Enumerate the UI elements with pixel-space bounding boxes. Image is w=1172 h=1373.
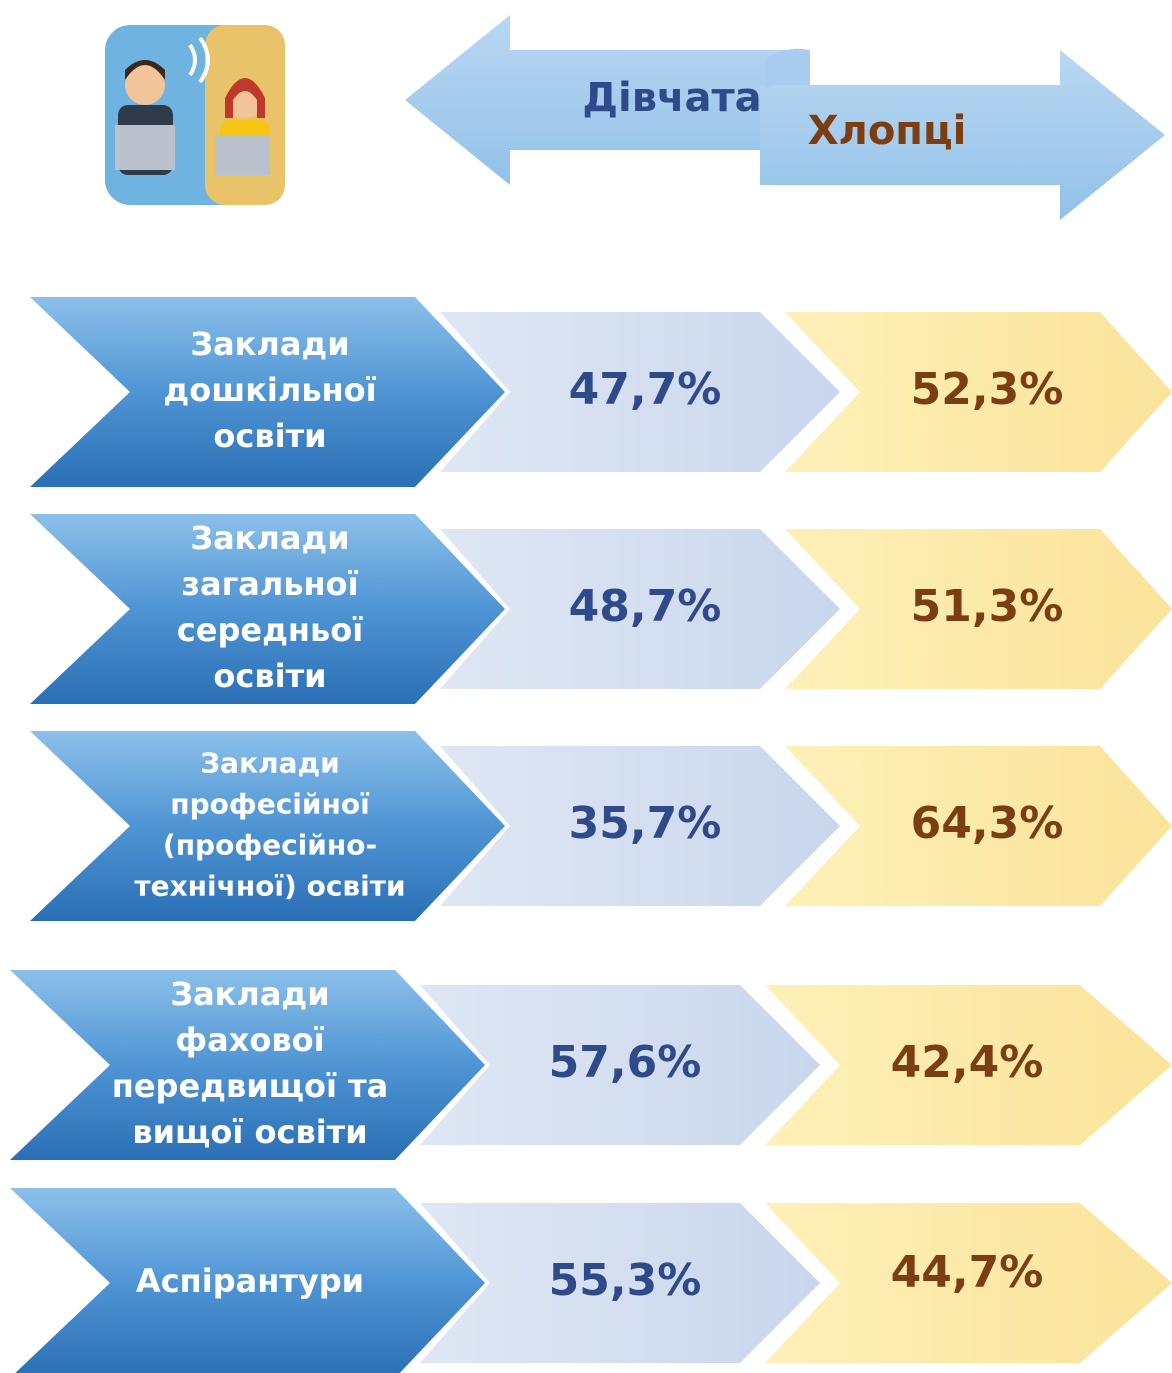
row-label: фахової [175,1021,324,1059]
row-label: дошкільної [163,371,376,409]
row-label: середньої [177,611,363,649]
boys-header: Хлопці [808,108,967,154]
row-label: Заклади [170,975,329,1013]
girls-value: 55,3% [549,1255,702,1306]
boys-value: 52,3% [911,364,1064,415]
row-label: Заклади [200,747,339,780]
boys-value: 64,3% [911,798,1064,849]
row-label: Аспірантури [136,1262,364,1300]
row-label: вищої освіти [132,1113,367,1151]
row-label: освіти [213,657,326,695]
row-label: Заклади [190,325,349,363]
boys-value: 42,4% [891,1037,1044,1088]
girls-value: 35,7% [569,798,722,849]
boys-value: 44,7% [891,1247,1044,1298]
icon [105,25,285,205]
boys-value: 51,3% [911,581,1064,632]
row-label: технічної) освіти [134,870,405,903]
girls-value: 48,7% [569,581,722,632]
header-arrows [405,15,1165,220]
girls-header: Дівчата [582,75,761,121]
infographic: Дівчата Хлопці Заклади дошкільної освіти 47… [0,0,1172,1373]
girls-value: 57,6% [549,1037,702,1088]
row-label: професійної [170,788,370,821]
girls-value: 47,7% [569,364,722,415]
row-label: передвищої та [112,1067,389,1105]
row-label: освіти [213,417,326,455]
row-label: загальної [181,565,358,603]
row-label: (професійно- [163,829,377,862]
row-label: Заклади [190,519,349,557]
